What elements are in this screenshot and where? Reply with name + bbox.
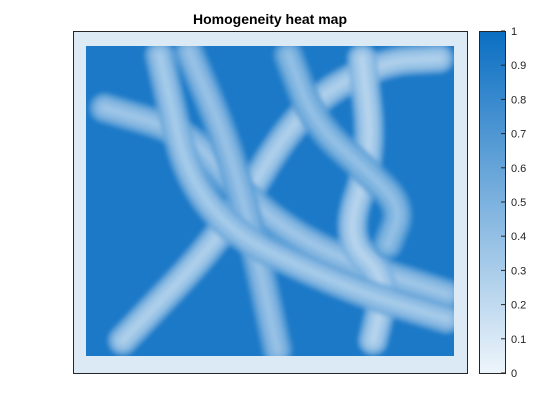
heatmap-band-core — [155, 51, 451, 323]
colorbar-tick-label: 0.3 — [511, 265, 526, 277]
colorbar-tick-label: 0.4 — [511, 231, 526, 243]
colorbar-tick-label: 0.7 — [511, 129, 526, 141]
colorbar-tick-label: 0.1 — [511, 334, 526, 346]
colorbar-tick-label: 0.9 — [511, 60, 526, 72]
colorbar-box — [479, 31, 506, 374]
colorbar-tick-label: 0 — [511, 368, 517, 380]
axes-box — [73, 31, 468, 374]
chart-title: Homogeneity heat map — [193, 11, 347, 27]
colorbar-tick-label: 0.6 — [511, 163, 526, 175]
colorbar-gradient — [479, 31, 505, 373]
colorbar: 0 0.1 0.2 0.3 0.4 0.5 0.6 0.7 0.8 0.9 1 — [479, 26, 526, 380]
colorbar-tick-label: 1 — [511, 26, 517, 38]
colorbar-tick-label: 0.2 — [511, 300, 526, 312]
heatmap-band-core — [284, 51, 402, 249]
heatmap-band-core — [348, 54, 387, 345]
colorbar-tick-label: 0.8 — [511, 94, 526, 106]
heatmap-bands — [89, 46, 454, 356]
colorbar-tick-label: 0.5 — [511, 197, 526, 209]
plot-area — [73, 31, 468, 374]
